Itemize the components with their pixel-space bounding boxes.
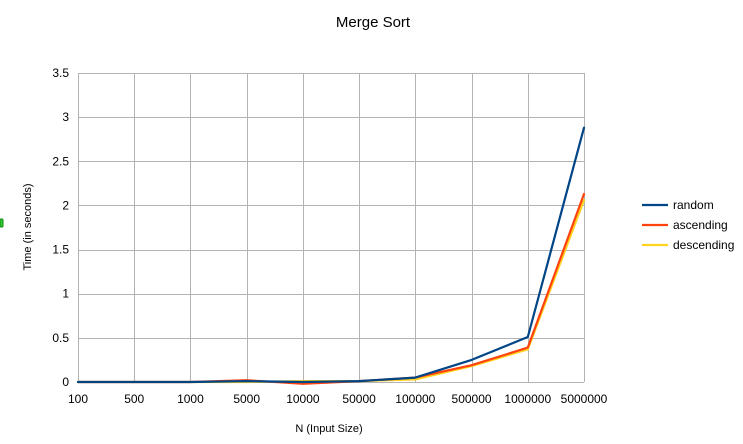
y-tick-label: 1 — [62, 287, 69, 301]
grid — [78, 73, 585, 383]
legend-label-ascending: ascending — [673, 218, 728, 232]
series-line-random — [76, 126, 586, 384]
y-tick-label: 2.5 — [52, 154, 69, 168]
x-axis-label: N (Input Size) — [295, 423, 362, 435]
x-tick-label: 5000000 — [561, 392, 608, 406]
chart-title: Merge Sort — [336, 14, 411, 31]
y-tick-label: 0.5 — [52, 331, 69, 345]
legend: random ascending descending — [642, 198, 734, 252]
y-tick-label: 3 — [62, 110, 69, 124]
legend-label-descending: descending — [673, 238, 734, 252]
x-axis-ticks: 100 500 1000 5000 10000 50000 100000 500000 1000… — [68, 392, 608, 406]
y-tick-label: 0 — [62, 375, 69, 389]
x-tick-label: 100 — [68, 392, 88, 406]
x-tick-label: 50000 — [342, 392, 376, 406]
handle-marker — [0, 218, 4, 228]
x-tick-label: 1000000 — [504, 392, 551, 406]
y-axis-label: Time (in seconds) — [22, 183, 34, 270]
x-tick-label: 5000 — [233, 392, 260, 406]
legend-label-random: random — [673, 198, 714, 212]
x-tick-label: 500 — [124, 392, 144, 406]
y-axis-ticks: 0 0.5 1 1.5 2 2.5 3 3.5 — [52, 66, 69, 389]
x-tick-label: 500000 — [452, 392, 492, 406]
y-tick-label: 3.5 — [52, 66, 69, 80]
x-tick-label: 10000 — [286, 392, 320, 406]
x-tick-label: 1000 — [177, 392, 204, 406]
series-lines — [76, 126, 586, 385]
y-tick-label: 1.5 — [52, 243, 69, 257]
y-tick-label: 2 — [62, 198, 69, 212]
x-tick-label: 100000 — [395, 392, 435, 406]
